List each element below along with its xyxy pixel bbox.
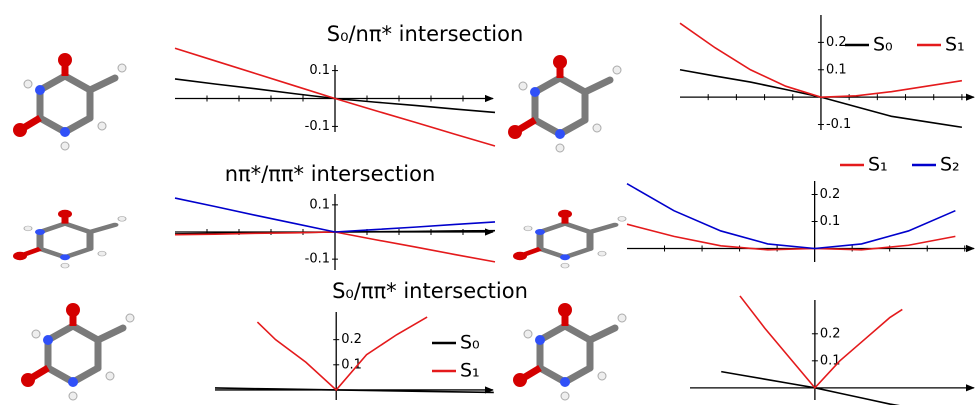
y-tick-label: 0.2 [820,187,841,202]
series-line [739,295,903,390]
y-tick-label: -0.1 [826,117,851,132]
y-tick-label: -0.1 [305,252,330,267]
series-line [679,22,963,98]
legend-label: S₀ [460,332,480,354]
y-tick-label: 0.1 [820,353,841,368]
y-tick-label: 0.2 [826,35,847,50]
molecule [13,53,126,150]
y-tick-label: 0.2 [820,326,841,341]
legend-label: S₁ [460,360,480,382]
chart-title: nπ*/ππ* intersection [225,162,436,186]
y-tick-label: 0.1 [826,62,847,77]
series-line [174,47,496,147]
y-tick-label: -0.1 [305,119,330,134]
molecule [13,210,126,268]
series-line [626,183,956,250]
y-tick-label: 0.2 [341,332,362,347]
molecule [513,210,626,268]
legend-label: S₂ [940,154,960,176]
y-tick-label: 0.1 [820,214,841,229]
y-tick-label: 0.1 [341,357,362,372]
series-line [174,197,496,233]
chart-title: S₀/nπ* intersection [327,22,524,46]
legend-label: S₁ [945,34,965,56]
y-tick-label: 0.1 [309,63,330,78]
series-line [256,316,428,392]
molecule [508,55,621,152]
series-line [626,223,956,251]
legend-label: S₁ [868,154,888,176]
chart-title: S₀/ππ* intersection [332,279,528,303]
y-tick-label: 0.1 [309,197,330,212]
legend-label: S₀ [873,34,893,56]
molecule [513,303,626,400]
molecule [21,303,134,400]
